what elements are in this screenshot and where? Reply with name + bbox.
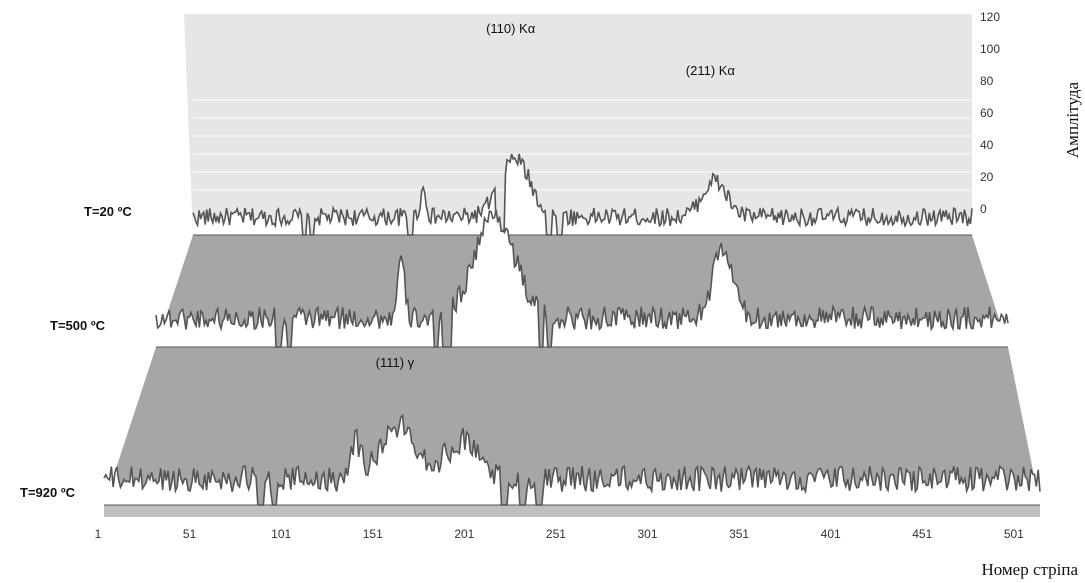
peak-annotation: (110) Kα [486,21,536,36]
floor-plane [104,347,1040,505]
z-tick-label: 40 [980,138,994,152]
z-tick-label: 0 [980,202,987,216]
x-tick-label: 501 [1004,527,1024,541]
front-floor [104,505,1040,517]
x-tick-label: 101 [271,527,291,541]
x-tick-label: 151 [363,527,383,541]
series-label: T=920 ºC [20,485,76,500]
z-tick-label: 100 [980,42,1000,56]
x-tick-label: 451 [912,527,932,541]
back-wall [184,14,972,235]
series-3 [103,413,1041,506]
z-tick-label: 20 [980,170,994,184]
x-tick-label: 1 [95,527,102,541]
series-2 [155,209,1009,348]
series-area [193,153,972,235]
x-axis-title: Номер стріпа [981,560,1078,579]
x-tick-label: 301 [637,527,657,541]
series-label: T=500 ºC [50,318,106,333]
series-label: T=20 ºC [84,204,132,219]
peak-annotation: (111) γ [376,355,415,370]
x-tick-label: 351 [729,527,749,541]
x-tick-label: 201 [454,527,474,541]
back-wall-panel [184,14,972,235]
z-tick-label: 60 [980,106,994,120]
x-tick-label: 251 [546,527,566,541]
series-area [156,209,1008,347]
peak-annotation: (211) Kα [686,63,736,78]
z-tick-label: 80 [980,74,994,88]
z-tick-label: 120 [980,10,1000,24]
x-tick-label: 401 [821,527,841,541]
series-line [192,153,973,236]
series-line [155,209,1009,348]
series-1 [192,153,973,236]
z-axis-title: Амплітуда [1063,81,1082,158]
x-tick-label: 51 [183,527,197,541]
